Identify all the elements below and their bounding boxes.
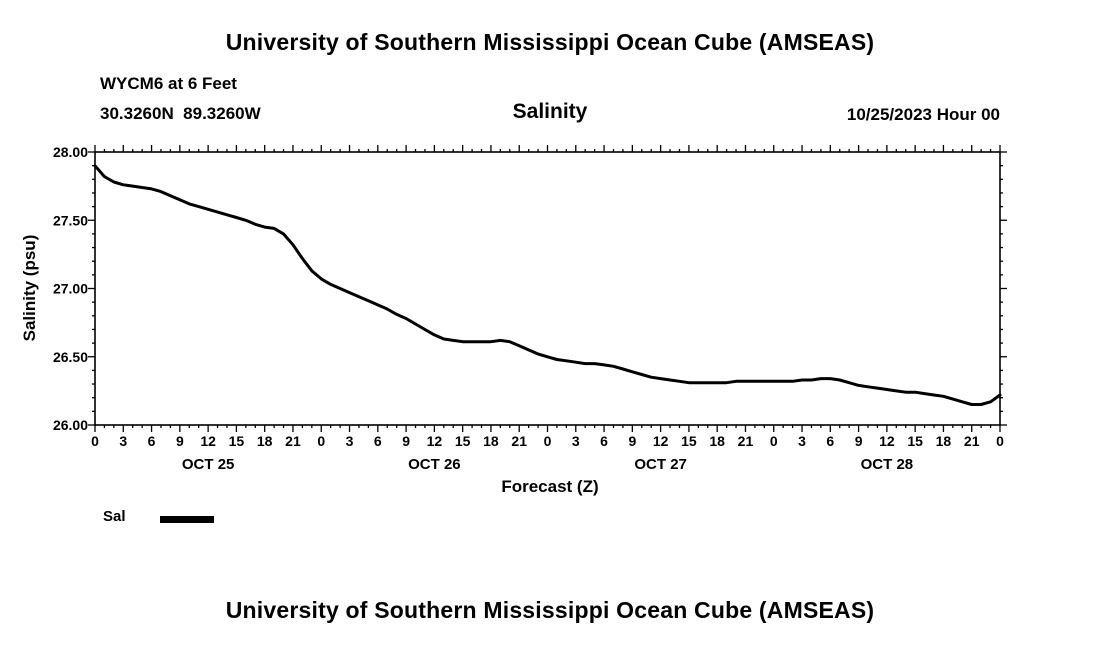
x-tick-label: 3	[119, 433, 127, 449]
x-tick-label: 0	[770, 433, 778, 449]
x-tick-label: 12	[653, 433, 669, 449]
x-tick-label: 6	[600, 433, 608, 449]
x-tick-label: 6	[374, 433, 382, 449]
x-tick-label: 9	[628, 433, 636, 449]
x-tick-label: 12	[200, 433, 216, 449]
day-label: OCT 27	[634, 456, 687, 473]
x-tick-label: 15	[455, 433, 471, 449]
day-label: OCT 25	[182, 456, 235, 473]
x-tick-label: 15	[229, 433, 245, 449]
y-axis-title: Salinity (psu)	[20, 234, 39, 342]
x-tick-label: 9	[176, 433, 184, 449]
plot-frame	[94, 151, 1001, 426]
x-axis-title: Forecast (Z)	[501, 477, 599, 496]
x-tick-labels: 0 3 6 9 12 15 18 21 0 3 6 9 12 15 18 21 0 3 6 9 12 15 18 21 0 3 6 9…	[91, 433, 1004, 449]
x-tick-label: 18	[936, 433, 952, 449]
x-tick-label: 9	[855, 433, 863, 449]
x-tick-label: 12	[879, 433, 895, 449]
page-title: University of Southern Mississippi Ocean…	[225, 29, 875, 55]
x-tick-label: 0	[91, 433, 99, 449]
x-tick-label: 12	[427, 433, 443, 449]
x-tick-label: 15	[681, 433, 697, 449]
x-tick-label: 3	[798, 433, 806, 449]
footer-title: University of Southern Mississippi Ocean…	[225, 597, 875, 623]
plot-title: Salinity	[512, 100, 588, 123]
axes-ticks	[88, 145, 1007, 432]
x-tick-label: 6	[826, 433, 834, 449]
y-tick-label: 26.00	[53, 417, 88, 433]
x-tick-label: 6	[148, 433, 156, 449]
station-coordinates: 30.3260N 89.3260W	[100, 104, 261, 123]
x-tick-label: 18	[709, 433, 725, 449]
x-tick-label: 9	[402, 433, 410, 449]
x-tick-label: 15	[907, 433, 923, 449]
y-tick-label: 26.50	[53, 349, 88, 365]
x-tick-label: 3	[572, 433, 580, 449]
salinity-line	[93, 164, 1002, 406]
day-labels: OCT 25 OCT 26 OCT 27 OCT 28	[182, 456, 913, 473]
y-tick-label: 27.00	[53, 281, 88, 297]
station-label: WYCM6 at 6 Feet	[100, 74, 237, 93]
x-tick-label: 21	[511, 433, 527, 449]
forecast-run-time: 10/25/2023 Hour 00	[846, 105, 1000, 124]
day-label: OCT 26	[408, 456, 461, 473]
x-tick-label: 0	[544, 433, 552, 449]
x-tick-label: 21	[738, 433, 754, 449]
x-tick-label: 0	[317, 433, 325, 449]
x-tick-label: 21	[964, 433, 980, 449]
y-tick-label: 28.00	[53, 144, 88, 160]
x-tick-label: 18	[483, 433, 499, 449]
day-label: OCT 28	[861, 456, 914, 473]
x-tick-label: 18	[257, 433, 273, 449]
x-tick-label: 21	[285, 433, 301, 449]
x-tick-label: 0	[996, 433, 1004, 449]
x-tick-label: 3	[346, 433, 354, 449]
y-tick-labels: 26.00 26.50 27.00 27.50 28.00	[53, 144, 88, 433]
y-tick-label: 27.50	[53, 212, 88, 228]
legend-line-swatch	[160, 516, 214, 523]
legend-label: Sal	[103, 508, 126, 525]
